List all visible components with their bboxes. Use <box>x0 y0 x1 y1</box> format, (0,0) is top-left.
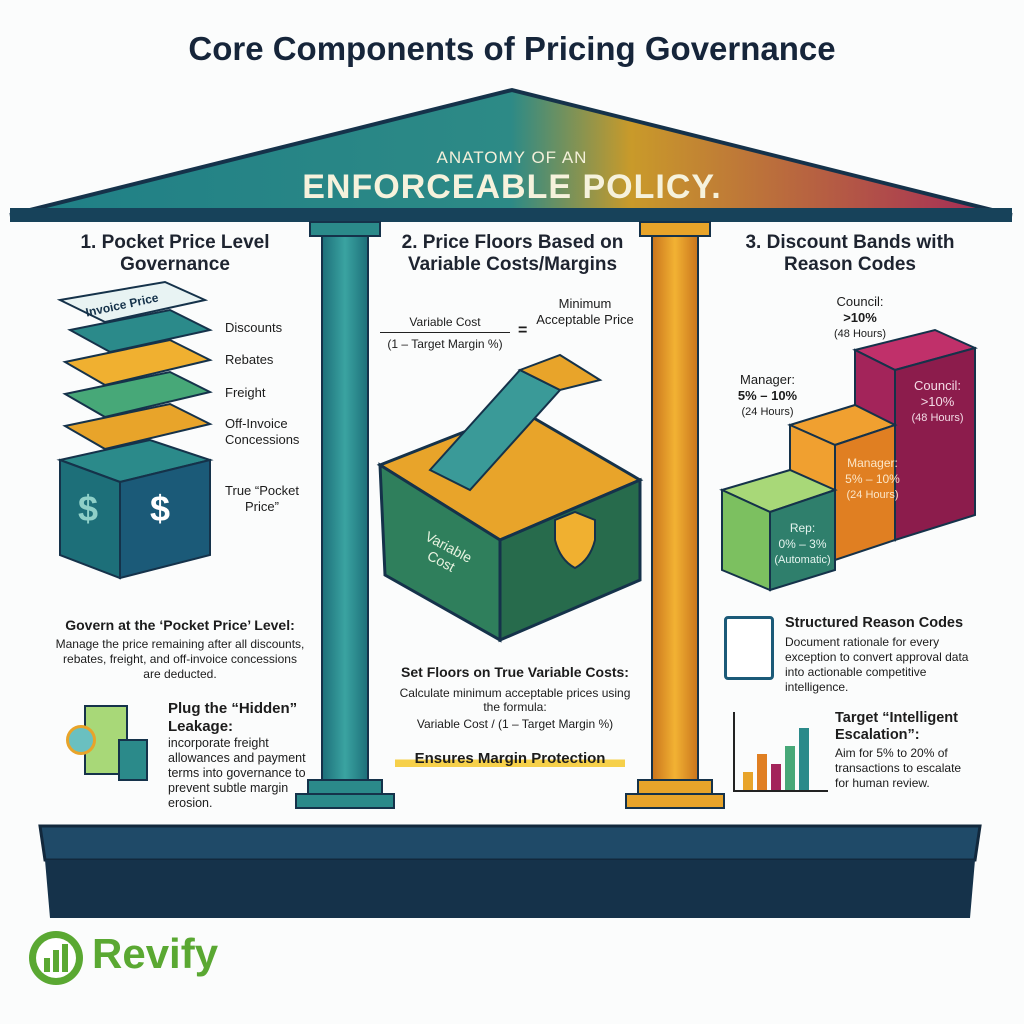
layer-off-invoice: Off-Invoice Concessions <box>225 416 300 447</box>
formula-numerator: Variable Cost <box>409 315 481 329</box>
tier-role: Manager: <box>847 456 898 470</box>
council-label-top: Council: >10% (48 Hours) <box>825 294 895 342</box>
layer-freight: Freight <box>225 385 266 400</box>
point-1-text: Manage the price remaining after all dis… <box>55 637 305 681</box>
pocket-price-label: True “Pocket Price” <box>225 483 299 514</box>
tier-role: Council: <box>914 378 961 393</box>
tier-range: >10% <box>920 394 955 409</box>
tier-role: Manager: <box>740 372 795 387</box>
logo-wordmark: Revify <box>92 930 219 977</box>
logo-icon <box>29 931 83 985</box>
point-2-text: incorporate freight allowances and payme… <box>168 736 306 810</box>
leakage-icon <box>62 697 162 787</box>
bar-chart-icon <box>733 712 828 792</box>
point-title: Set Floors on True Variable Costs: <box>401 664 629 680</box>
manager-label-top: Manager: 5% – 10% (24 Hours) <box>730 372 805 420</box>
variable-cost-box <box>376 353 644 643</box>
page-title: Core Components of Pricing Governance <box>188 30 836 67</box>
left-column <box>295 221 395 809</box>
council-label: Council: >10% (48 Hours) <box>900 378 975 426</box>
tier-role: Council: <box>836 294 884 309</box>
roof <box>9 87 1013 222</box>
tier-range: 0% – 3% <box>778 537 827 551</box>
point-1-title: Govern at the ‘Pocket Price’ Level: <box>65 617 295 633</box>
tier-time: (24 Hours) <box>846 489 899 501</box>
reason-codes-title: Structured Reason Codes <box>785 615 964 631</box>
tier-time: (48 Hours) <box>834 328 886 340</box>
point-formula: Variable Cost / (1 – Target Margin %) <box>416 717 614 731</box>
manager-label: Manager: 5% – 10% (24 Hours) <box>840 455 905 503</box>
discount-band-stairs <box>719 328 978 592</box>
dollar-icon: $ <box>78 488 99 529</box>
tier-time: (Automatic) <box>774 554 831 566</box>
point-2-title: Plug the “Hidden” Leakage: <box>168 700 298 735</box>
roof-subtitle: ANATOMY OF AN <box>436 148 588 167</box>
escalation-title: Target “Intelligent Escalation”: <box>835 710 958 743</box>
roof-headline: ENFORCEABLE POLICY. <box>302 168 722 206</box>
point-text: Calculate minimum acceptable prices usin… <box>399 686 631 714</box>
clipboard-checklist-icon <box>724 616 774 680</box>
rep-label: Rep: 0% – 3% (Automatic) <box>770 520 835 568</box>
right-column <box>625 221 725 809</box>
escalation-text: Aim for 5% to 20% of transactions to esc… <box>835 746 962 790</box>
dollar-icon: $ <box>150 488 171 529</box>
formula-equals: = <box>518 322 528 339</box>
margin-protection-highlight: Ensures Margin Protection <box>395 750 625 767</box>
section-1-heading: 1. Pocket Price Level Governance <box>80 232 270 275</box>
section-3-heading: 3. Discount Bands with Reason Codes <box>745 232 955 275</box>
layer-discounts: Discounts <box>225 320 283 335</box>
layer-rebates: Rebates <box>225 352 274 367</box>
formula-result: Minimum Acceptable Price <box>536 296 634 327</box>
pocket-price-stack <box>56 280 214 580</box>
shield-icon <box>554 510 596 570</box>
tier-range: 5% – 10% <box>737 388 798 403</box>
base-platform <box>38 824 982 918</box>
formula-denominator: (1 – Target Margin %) <box>387 337 503 351</box>
fraction-bar <box>380 332 510 333</box>
tier-time: (24 Hours) <box>741 406 794 418</box>
tier-range: >10% <box>843 310 877 325</box>
tier-range: 5% – 10% <box>845 472 900 486</box>
tier-role: Rep: <box>789 521 816 535</box>
section-2-heading: 2. Price Floors Based on Variable Costs/… <box>401 232 624 275</box>
tier-time: (48 Hours) <box>911 412 964 424</box>
reason-codes-text: Document rationale for every exception t… <box>785 635 969 694</box>
